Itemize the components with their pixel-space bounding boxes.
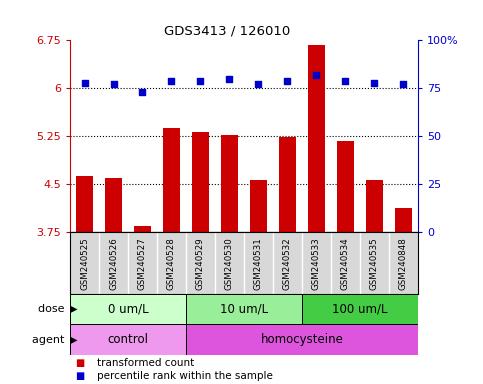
Point: [284, 78, 291, 84]
Text: GSM240526: GSM240526: [109, 237, 118, 290]
Text: ▶: ▶: [70, 335, 77, 345]
Point: [226, 76, 233, 82]
Bar: [186, 294, 302, 324]
Bar: [279, 137, 296, 232]
Text: percentile rank within the sample: percentile rank within the sample: [97, 371, 272, 381]
Text: GSM240535: GSM240535: [370, 237, 379, 290]
Point: [399, 81, 407, 88]
Text: control: control: [108, 333, 148, 346]
Bar: [250, 180, 267, 232]
Text: homocysteine: homocysteine: [260, 333, 343, 346]
Text: 0 um/L: 0 um/L: [108, 303, 148, 316]
Bar: [302, 294, 418, 324]
Text: 10 um/L: 10 um/L: [220, 303, 268, 316]
Point: [139, 89, 146, 95]
Text: GSM240848: GSM240848: [399, 237, 408, 290]
Text: GSM240531: GSM240531: [254, 237, 263, 290]
Bar: [134, 226, 151, 232]
Point: [255, 81, 262, 88]
Text: GSM240533: GSM240533: [312, 237, 321, 290]
Text: 100 um/L: 100 um/L: [332, 303, 387, 316]
Text: GDS3413 / 126010: GDS3413 / 126010: [164, 25, 290, 38]
Point: [168, 78, 175, 84]
Bar: [308, 45, 325, 232]
Text: GSM240529: GSM240529: [196, 237, 205, 290]
Point: [81, 79, 88, 86]
Point: [197, 78, 204, 84]
Text: GSM240534: GSM240534: [341, 237, 350, 290]
Bar: [70, 294, 186, 324]
Point: [110, 81, 117, 88]
Bar: [337, 141, 354, 232]
Bar: [366, 180, 383, 232]
Bar: [395, 208, 412, 232]
Text: dose: dose: [38, 304, 68, 314]
Bar: [70, 324, 186, 355]
Point: [341, 78, 349, 84]
Text: GSM240528: GSM240528: [167, 237, 176, 290]
Bar: [221, 135, 238, 232]
Bar: [76, 176, 93, 232]
Text: GSM240527: GSM240527: [138, 237, 147, 290]
Text: ■: ■: [75, 371, 84, 381]
Text: GSM240532: GSM240532: [283, 237, 292, 290]
Point: [313, 72, 320, 78]
Text: agent: agent: [32, 335, 68, 345]
Text: GSM240525: GSM240525: [80, 237, 89, 290]
Text: GSM240530: GSM240530: [225, 237, 234, 290]
Point: [370, 79, 378, 86]
Text: ■: ■: [75, 358, 84, 368]
Bar: [192, 132, 209, 232]
Text: transformed count: transformed count: [97, 358, 194, 368]
Bar: [163, 128, 180, 232]
Text: ▶: ▶: [70, 304, 77, 314]
Bar: [105, 178, 122, 232]
Bar: [186, 324, 418, 355]
